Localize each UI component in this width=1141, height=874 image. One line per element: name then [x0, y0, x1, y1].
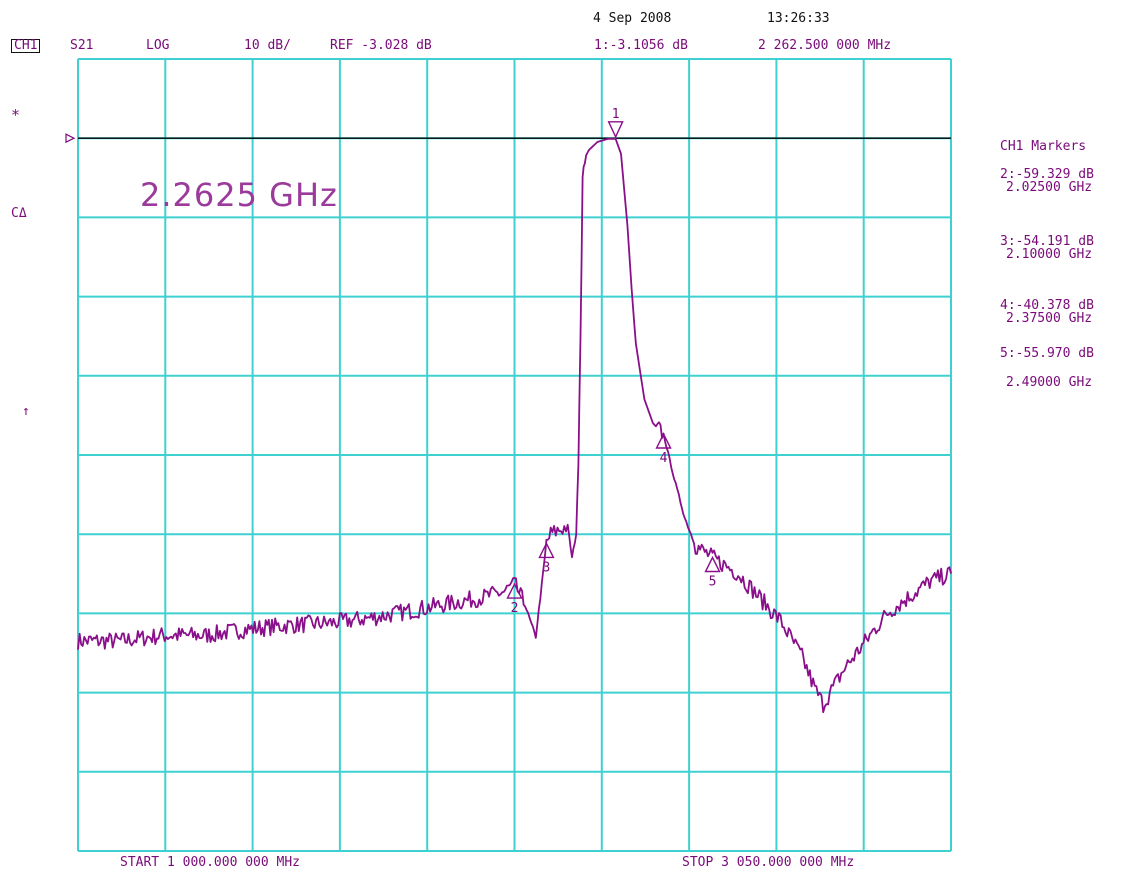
side-marker-4: 4:-40.378 dB 2.37500 GHz: [1000, 299, 1094, 325]
marker-2: 2: [506, 582, 523, 616]
up-arrow-annotation: ↑: [22, 404, 30, 419]
markers-panel-title: CH1 Markers: [1000, 139, 1087, 154]
marker-4-triangle: [655, 432, 672, 449]
marker-5-label: 5: [709, 575, 717, 590]
side-marker-3: 3:-54.191 dB 2.10000 GHz: [1000, 235, 1094, 261]
side-marker-2: 2:-59.329 dB 2.02500 GHz: [1000, 168, 1094, 194]
marker-3-label: 3: [543, 560, 551, 575]
side-marker-5-value: 5:-55.970 dB: [1000, 346, 1094, 361]
time-label: 13:26:33: [767, 11, 830, 26]
marker-2-triangle: [506, 582, 523, 599]
frequency-readout: 2.2625 GHz: [140, 176, 338, 214]
scale-label: 10 dB/: [244, 38, 291, 53]
marker-2-label: 2: [511, 601, 519, 616]
side-marker-4-frequency: 2.37500 GHz: [1006, 311, 1093, 326]
side-marker-2-value: 2:-59.329 dB: [1000, 167, 1094, 182]
reference-label: REF -3.028 dB: [330, 38, 432, 53]
markers-layer: 1 2 3 4 5: [506, 107, 721, 616]
marker-3-triangle: [538, 541, 555, 559]
marker-4: 4: [655, 432, 672, 466]
active-marker-value: 1:-3.1056 dB: [594, 38, 688, 53]
side-marker-3-frequency: 2.10000 GHz: [1006, 247, 1093, 262]
marker-5: 5: [704, 555, 721, 590]
side-marker-2-frequency: 2.02500 GHz: [1006, 180, 1093, 195]
reference-line: [65, 133, 951, 144]
marker-3: 3: [538, 541, 555, 575]
marker-1-label: 1: [612, 107, 620, 122]
marker-5-triangle: [704, 555, 721, 573]
marker-4-label: 4: [660, 451, 668, 466]
channel-badge: CH1: [11, 39, 41, 53]
marker-1: 1: [607, 107, 624, 139]
marker-1-triangle: [607, 121, 624, 139]
start-frequency-label: START 1 000.000 000 MHz: [120, 855, 301, 870]
side-marker-5: 5:-55.970 dB 2.49000 GHz: [1000, 347, 1094, 389]
stop-frequency-label: STOP 3 050.000 000 MHz: [682, 855, 855, 870]
side-marker-4-value: 4:-40.378 dB: [1000, 298, 1094, 313]
cdelta-annotation: CΔ: [11, 206, 27, 221]
star-annotation: *: [11, 106, 21, 124]
side-marker-5-frequency: 2.49000 GHz: [1006, 375, 1093, 390]
format-label: LOG: [146, 38, 170, 53]
measurement-label: S21: [70, 38, 94, 53]
side-marker-3-value: 3:-54.191 dB: [1000, 234, 1094, 249]
active-marker-frequency: 2 262.500 000 MHz: [758, 38, 892, 53]
reference-level-pointer: [65, 133, 76, 144]
date-label: 4 Sep 2008: [593, 11, 672, 26]
